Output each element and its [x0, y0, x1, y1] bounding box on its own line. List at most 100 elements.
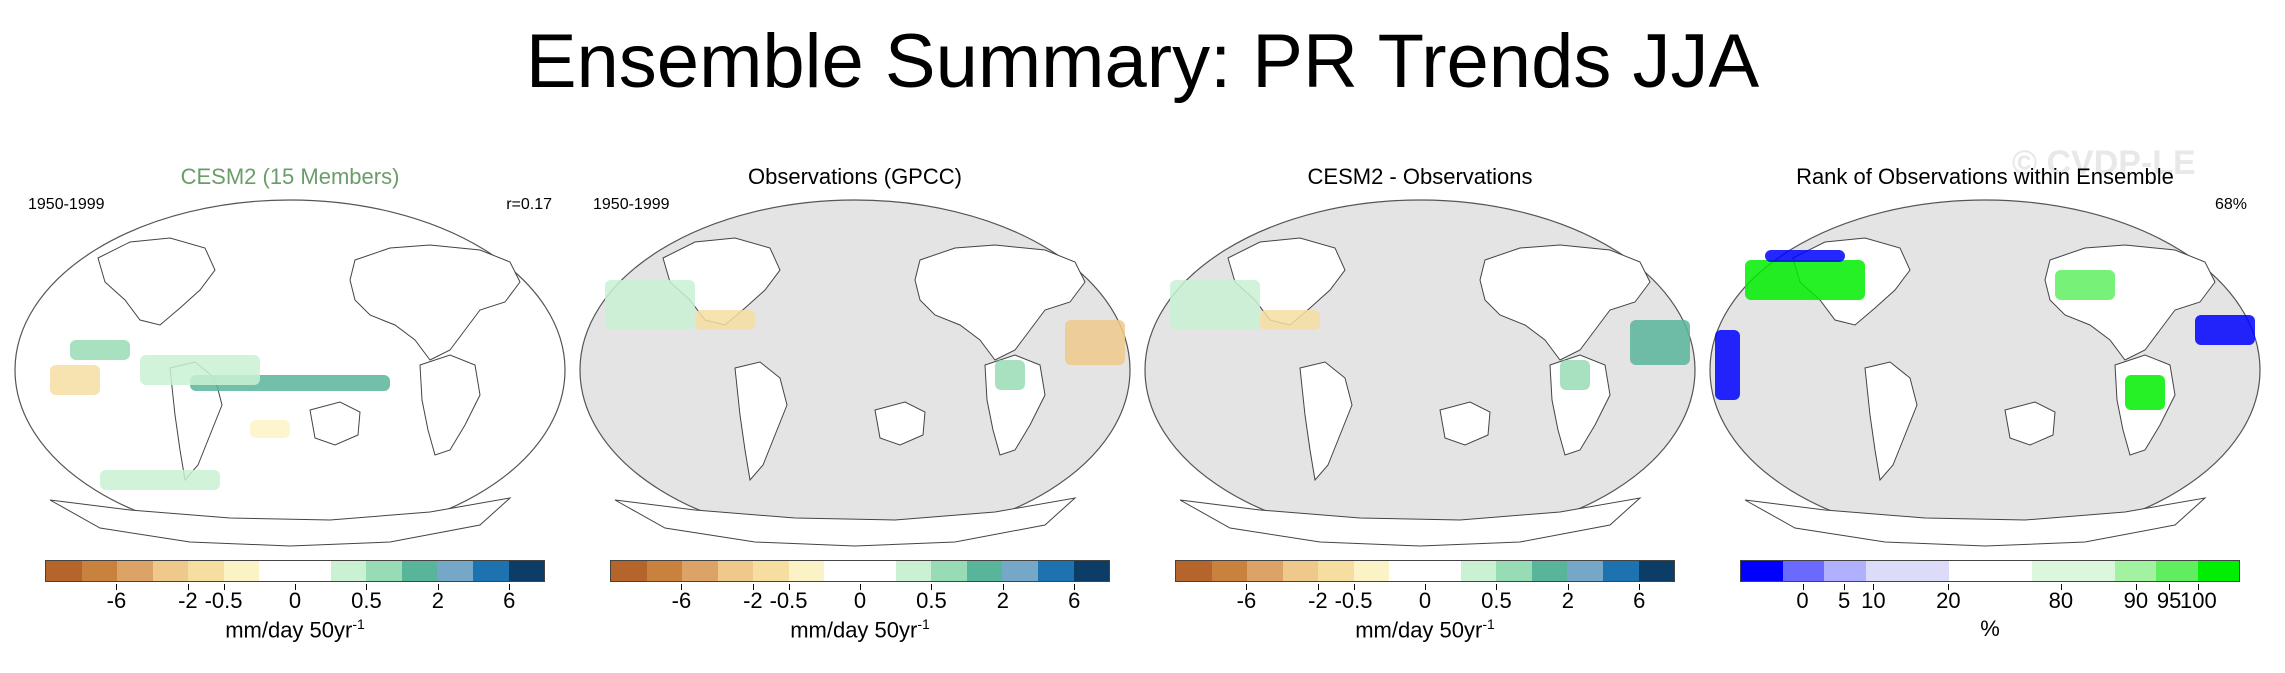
- continent: [1744, 497, 2207, 547]
- colorbar-tick-label: 6: [1068, 588, 1081, 613]
- colorbar-tick-label: 0: [853, 588, 867, 613]
- colorbar-swatch: [1865, 561, 1907, 581]
- trend-patch: [1260, 310, 1320, 330]
- continent: [97, 237, 216, 326]
- colorbar-observations: -6 -2 -0.5 0 0.5 2 6 mm/day 50yr-1: [610, 560, 1110, 660]
- map-cesm2: [14, 199, 566, 547]
- colorbar-tick-label: -2: [178, 588, 198, 613]
- colorbar-swatch: [330, 561, 367, 581]
- colorbar-swatch: [1460, 561, 1497, 581]
- continent: [1299, 361, 1353, 482]
- colorbar-tick-label: 20: [1936, 588, 1961, 613]
- colorbar-swatch: [2156, 561, 2198, 581]
- trend-patch: [70, 340, 130, 360]
- page-title: Ensemble Summary: PR Trends JJA: [525, 19, 1760, 104]
- colorbar-swatch: [2114, 561, 2156, 581]
- colorbar-swatch: [1037, 561, 1074, 581]
- panel-rank: Rank of Observations within Ensemble 68%: [1705, 150, 2265, 550]
- colorbar-swatch: [1002, 561, 1038, 581]
- colorbar-tick: [2135, 584, 2137, 590]
- colorbar-rank: 0 5 10 20 80 90 95 100%: [1740, 560, 2240, 660]
- colorbar-tick-label: 0: [1796, 588, 1809, 613]
- panel-title: CESM2 - Observations: [1307, 164, 1533, 189]
- colorbar-tick: [187, 584, 189, 590]
- colorbar-swatches: [1740, 560, 2240, 582]
- trend-patch: [1630, 320, 1690, 365]
- colorbar-tick-label: 0: [1418, 588, 1432, 613]
- colorbar-swatch: [824, 561, 861, 581]
- colorbar-tick: [2198, 584, 2200, 590]
- colorbar-swatch: [223, 561, 260, 581]
- colorbar-swatch: [1741, 561, 1783, 581]
- colorbar-tick: [1948, 584, 1950, 590]
- colorbar-swatch: [1176, 561, 1212, 581]
- continent: [614, 497, 1077, 547]
- colorbar-tick-label: -6: [106, 588, 127, 613]
- continent: [1179, 497, 1642, 547]
- colorbar-swatch: [152, 561, 189, 581]
- colorbar-swatch: [966, 561, 1003, 581]
- colorbar-swatch: [1990, 561, 2032, 581]
- colorbar-swatch: [2073, 561, 2115, 581]
- panel-observations: Observations (GPCC) 1950-1999: [575, 150, 1135, 550]
- continent: [349, 244, 521, 361]
- continent: [874, 401, 926, 446]
- colorbar-swatch: [611, 561, 647, 581]
- colorbar-swatch: [753, 561, 789, 581]
- colorbar-swatch: [931, 561, 967, 581]
- colorbar-tick: [2169, 584, 2171, 590]
- colorbar-tick-label: 95: [2156, 588, 2182, 613]
- colorbar-swatch: [508, 561, 545, 581]
- colorbar-tick: [1353, 584, 1355, 590]
- continent: [1864, 361, 1918, 482]
- colorbar-tick: [1802, 584, 1804, 590]
- map-observations: [579, 199, 1131, 547]
- colorbar-units: mm/day 50yr-1: [225, 616, 365, 643]
- colorbar-swatch: [1948, 561, 1990, 581]
- colorbar-tick-label: 5: [1838, 588, 1851, 613]
- rank-percent-label: 68%: [2214, 196, 2247, 213]
- trend-patch: [50, 365, 100, 395]
- colorbar-swatch: [1824, 561, 1866, 581]
- colorbar-swatch: [1531, 561, 1568, 581]
- colorbar-tick: [366, 584, 368, 590]
- colorbar-tick: [1873, 584, 1875, 590]
- colorbar-tick-label: 0.5: [1481, 588, 1512, 613]
- trend-patch: [2195, 315, 2255, 345]
- colorbar-tick-label: -6: [671, 588, 692, 613]
- period-label: 1950-1999: [28, 196, 105, 213]
- colorbar-swatch: [1389, 561, 1426, 581]
- colorbar-swatch: [2031, 561, 2073, 581]
- colorbar-swatch: [1425, 561, 1461, 581]
- colorbar-swatch: [895, 561, 932, 581]
- colorbar-swatch: [1907, 561, 1949, 581]
- colorbar-tick: [1639, 584, 1641, 590]
- colorbar-swatch: [472, 561, 509, 581]
- trend-patch: [695, 310, 755, 330]
- colorbar-tick-label: 10: [1861, 588, 1886, 613]
- continent: [49, 497, 512, 547]
- colorbar-swatch: [646, 561, 683, 581]
- map-difference: [1144, 199, 1696, 547]
- panel-difference: CESM2 - Observations: [1140, 150, 1700, 550]
- colorbar-swatch: [717, 561, 754, 581]
- colorbar-swatch: [1247, 561, 1283, 581]
- colorbar-swatch: [188, 561, 224, 581]
- colorbar-tick: [1567, 584, 1569, 590]
- colorbar-tick: [509, 584, 511, 590]
- colorbar-tick-label: -0.5: [1334, 588, 1373, 613]
- trend-patch: [1745, 260, 1865, 300]
- colorbar-cesm2: -6 -2 -0.5 0 0.5 2 6 mm/day 50yr-1: [45, 560, 545, 660]
- colorbar-tick-label: 6: [1633, 588, 1646, 613]
- continent: [2004, 401, 2056, 446]
- colorbar-swatch: [1496, 561, 1532, 581]
- trend-patch: [140, 355, 260, 385]
- colorbar-tick-label: -0.5: [204, 588, 243, 613]
- colorbar-tick: [1425, 584, 1426, 590]
- colorbar-tick: [860, 584, 861, 590]
- colorbar-difference: -6 -2 -0.5 0 0.5 2 6 mm/day 50yr-1: [1175, 560, 1675, 660]
- colorbar-swatch: [788, 561, 825, 581]
- colorbar-swatch: [1638, 561, 1675, 581]
- trend-patch: [1560, 360, 1590, 390]
- trend-patch: [250, 420, 290, 438]
